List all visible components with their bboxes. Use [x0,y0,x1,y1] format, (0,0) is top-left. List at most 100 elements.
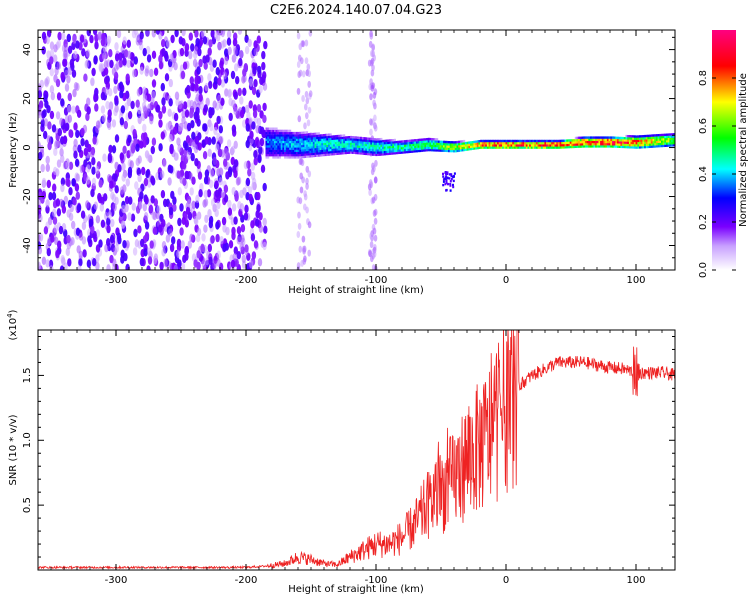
band-cell [370,144,373,147]
band-cell [265,151,268,155]
noise-cell [301,95,305,102]
noise-cell [219,135,224,145]
band-cell [442,183,445,187]
band-cell [628,139,631,142]
noise-cell [230,70,236,80]
noise-cell [149,240,154,249]
noise-cell [373,217,378,225]
noise-cell [182,254,187,264]
band-cell [556,139,559,143]
band-cell [348,136,351,139]
band-cell [519,139,521,143]
noise-cell [181,110,186,119]
noise-cell [59,117,64,127]
band-cell [326,133,329,137]
band-cell [620,139,623,142]
band-cell [628,143,631,147]
noise-cell [150,175,155,184]
band-cell [295,149,298,152]
band-cell [490,139,493,143]
noise-cell [239,203,245,212]
band-cell [346,136,349,139]
noise-cell [49,41,55,50]
noise-cell [108,49,113,58]
band-cell [444,140,447,144]
band-cell [395,145,398,148]
band-cell [390,143,393,146]
band-cell [623,139,626,142]
y-tick-label: -40 [22,237,33,253]
noise-cell [263,225,268,234]
band-cell [654,136,657,139]
band-cell [377,153,379,156]
band-cell [280,145,283,148]
band-cell [500,142,503,145]
noise-cell [90,149,95,158]
band-cell [475,147,478,150]
band-cell [324,153,327,157]
band-cell [583,145,586,148]
noise-cell [188,32,193,41]
band-cell [382,144,385,147]
band-cell [388,143,391,147]
band-cell [480,139,483,143]
band-cell [652,143,655,146]
band-cell [351,142,354,145]
band-cell [297,149,300,152]
snr-series-line [38,330,675,570]
noise-cell [239,49,244,59]
band-cell [620,143,623,146]
band-cell [344,140,347,144]
noise-cell [172,203,177,212]
band-cell [500,144,503,147]
band-cell [551,142,554,145]
band-cell [630,137,633,140]
noise-cell [131,30,137,39]
noise-cell [308,90,313,98]
band-cell [292,151,295,155]
band-cell [672,139,675,143]
noise-cell [201,233,206,242]
noise-cell [241,254,246,264]
noise-cell [182,61,188,70]
band-cell [366,152,369,156]
band-cell [353,136,356,139]
band-cell [301,149,303,152]
band-cell [280,154,283,157]
noise-cell [119,90,124,99]
noise-cell [118,52,123,61]
band-cell [622,143,625,146]
noise-cell [160,190,166,199]
band-cell [314,145,317,149]
band-cell [595,145,598,148]
noise-cell [92,258,97,267]
band-cell [383,144,386,147]
band-cell [421,145,423,148]
band-cell [552,146,555,149]
band-cell [605,136,608,139]
band-cell [447,182,449,186]
noise-cell [208,39,213,48]
noise-cell [45,155,50,165]
band-cell [655,145,658,148]
band-cell [294,131,297,135]
noise-cell [179,203,184,212]
band-cell [633,135,636,138]
noise-cell [111,67,117,76]
noise-cell [98,239,103,248]
band-cell [417,149,420,153]
band-cell [640,141,643,145]
band-cell [637,144,640,147]
noise-cell [369,241,374,249]
spectrogram-heatmap [38,30,675,270]
noise-cell [136,88,142,97]
band-cell [392,145,395,148]
band-cell [402,151,405,154]
band-cell [568,141,570,144]
band-cell [468,145,471,149]
band-cell [316,141,319,144]
band-cell [346,149,349,152]
band-cell [336,134,339,138]
band-cell [417,141,420,144]
band-cell [319,152,322,155]
